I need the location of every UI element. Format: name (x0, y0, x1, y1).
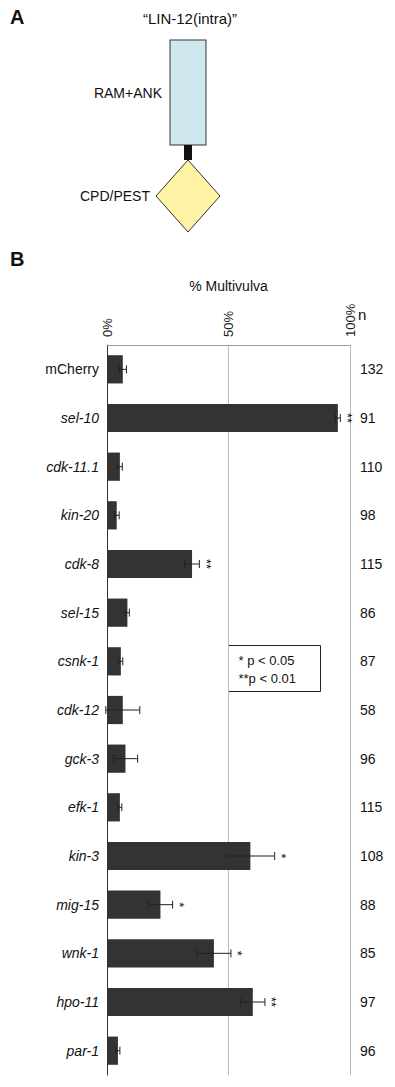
svg-text:96: 96 (360, 751, 376, 767)
svg-text:efk-1: efk-1 (68, 799, 99, 815)
svg-text:cdk-11.1: cdk-11.1 (46, 459, 99, 475)
svg-text:% Multivulva: % Multivulva (189, 278, 268, 294)
svg-text:115: 115 (360, 799, 383, 815)
svg-text:sel-15: sel-15 (61, 605, 99, 621)
svg-text:* p < 0.05: * p < 0.05 (239, 653, 295, 668)
html-text:B: B (10, 248, 25, 270)
svg-text:110: 110 (360, 459, 383, 475)
svg-text:98: 98 (360, 507, 376, 523)
svg-text:n: n (358, 306, 366, 323)
svg-text:96: 96 (360, 1043, 376, 1059)
svg-text:cdk-8: cdk-8 (65, 556, 99, 572)
svg-text:100%: 100% (343, 303, 358, 337)
svg-text:kin-20: kin-20 (61, 507, 99, 523)
svg-text:A: A (10, 6, 24, 28)
svg-text:mig-15: mig-15 (56, 897, 99, 913)
svg-text:58: 58 (360, 702, 376, 718)
svg-text:gck-3: gck-3 (65, 751, 99, 767)
svg-text:cdk-12: cdk-12 (57, 702, 99, 718)
svg-text:**: ** (264, 997, 279, 1007)
svg-text:88: 88 (360, 897, 376, 913)
svg-text:87: 87 (360, 653, 376, 669)
svg-text:RAM+ANK: RAM+ANK (94, 85, 163, 101)
svg-text:86: 86 (360, 605, 376, 621)
svg-text:97: 97 (360, 994, 376, 1010)
svg-text:50%: 50% (221, 311, 236, 337)
svg-text:par-1: par-1 (66, 1043, 99, 1059)
svg-text:wnk-1: wnk-1 (62, 945, 99, 961)
svg-text:sel-10: sel-10 (61, 410, 99, 426)
svg-text:CPD/PEST: CPD/PEST (80, 188, 150, 204)
svg-text:csnk-1: csnk-1 (58, 653, 99, 669)
svg-text:*: * (172, 902, 187, 907)
svg-text:91: 91 (360, 410, 376, 426)
svg-text:kin-3: kin-3 (69, 848, 100, 864)
svg-text:0%: 0% (100, 318, 115, 337)
svg-text:hpo-11: hpo-11 (56, 994, 99, 1010)
svg-text:132: 132 (360, 361, 384, 377)
svg-text:85: 85 (360, 945, 376, 961)
svg-text:**p < 0.01: **p < 0.01 (239, 671, 296, 686)
svg-text:**: ** (199, 559, 214, 569)
svg-text:**: ** (340, 413, 355, 423)
svg-text:115: 115 (360, 556, 383, 572)
svg-text:*: * (274, 853, 289, 858)
svg-text:“LIN-12(intra)”: “LIN-12(intra)” (143, 10, 237, 27)
svg-text:mCherry: mCherry (45, 361, 99, 377)
svg-text:108: 108 (360, 848, 384, 864)
svg-text:*: * (230, 951, 245, 956)
